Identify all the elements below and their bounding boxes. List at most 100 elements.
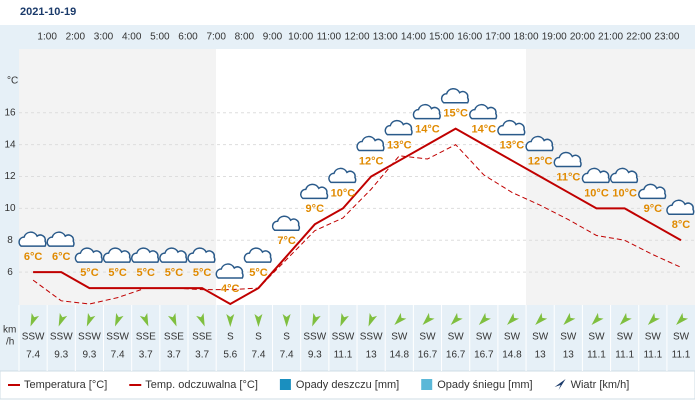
wind-arrow <box>58 312 68 327</box>
legend-label: Temperatura [°C] <box>24 379 107 391</box>
weather-icon <box>102 247 132 263</box>
wind-arrow-shape <box>196 312 205 327</box>
weather-icon <box>412 103 441 120</box>
y-tick-label: 16 <box>4 107 16 118</box>
x-tick-label: 15:00 <box>429 32 454 43</box>
x-tick-label: 18:00 <box>514 32 539 43</box>
temp-label: 13°C <box>387 139 412 151</box>
temp-label: 6°C <box>24 251 43 263</box>
wind-arrow <box>591 312 604 325</box>
wind-speed: 11.1 <box>334 350 353 361</box>
temp-label: 14°C <box>472 124 497 136</box>
temp-label: 5°C <box>249 267 268 279</box>
wind-arrow-shape <box>647 312 660 325</box>
x-tick-label: 21:00 <box>598 32 623 43</box>
wind-speed: 14.8 <box>502 350 522 361</box>
cloud <box>131 247 160 263</box>
temp-label: 10°C <box>612 187 637 199</box>
legend-label: Temp. odczuwalna [°C] <box>145 379 258 391</box>
wind-direction: SSW <box>50 332 73 343</box>
temp-label: 9°C <box>306 203 325 215</box>
wind-direction: SSE <box>192 332 212 343</box>
wind-arrow <box>167 312 177 327</box>
temp-label: 5°C <box>165 267 184 279</box>
wind-direction: SW <box>419 332 436 343</box>
wind-speed: 5.6 <box>223 350 237 361</box>
y-tick-label: 10 <box>4 203 16 214</box>
wind-arrow <box>422 312 435 325</box>
x-tick-label: 20:00 <box>570 32 595 43</box>
cloud <box>384 119 413 136</box>
temp-label: 5°C <box>80 267 99 279</box>
cloud <box>497 119 526 136</box>
cloud <box>581 167 610 184</box>
wind-arrow <box>450 312 463 325</box>
x-tick-label: 9:00 <box>263 32 283 43</box>
cloud <box>215 263 244 279</box>
y-tick-label: 8 <box>7 235 13 246</box>
wind-arrow-shape <box>450 312 463 325</box>
cloud <box>356 135 385 152</box>
wind-arrow <box>196 312 205 327</box>
wind-arrow-shape <box>340 312 349 327</box>
cloud <box>440 88 470 104</box>
wind-direction: SSW <box>22 332 45 343</box>
temp-label: 12°C <box>359 155 384 167</box>
wind-speed: 3.7 <box>167 350 181 361</box>
wind-arrow <box>139 312 149 327</box>
wind-speed: 13 <box>366 350 378 361</box>
chart-title: 2021-10-19 <box>20 6 76 18</box>
wind-speed: 14.8 <box>390 350 410 361</box>
temp-label: 5°C <box>108 267 127 279</box>
wind-arrow-shape <box>591 312 604 325</box>
cloud <box>609 167 639 184</box>
weather-icon <box>215 263 244 279</box>
wind-arrow-shape <box>676 312 689 325</box>
weather-icon <box>271 215 301 231</box>
wind-arrow-shape <box>368 312 378 327</box>
wind-arrow <box>394 312 407 325</box>
wind-speed: 7.4 <box>280 350 294 361</box>
wind-direction: S <box>283 332 290 343</box>
wind-arrow-shape <box>226 314 235 327</box>
wind-arrow <box>368 312 378 327</box>
temp-label: 5°C <box>137 267 156 279</box>
weather-icon <box>243 247 272 263</box>
x-tick-label: 16:00 <box>457 32 482 43</box>
cloud <box>187 247 216 263</box>
wind-unit: /h <box>6 337 14 348</box>
legend-label: Opady śniegu [mm] <box>437 379 532 391</box>
weather-icon <box>609 167 639 184</box>
x-tick-label: 5:00 <box>150 32 170 43</box>
wind-direction: SW <box>560 332 577 343</box>
temp-label: 8°C <box>672 219 691 231</box>
wind-speed: 3.7 <box>195 350 209 361</box>
x-tick-label: 22:00 <box>626 32 651 43</box>
weather-icon <box>159 247 188 263</box>
wind-speed: 16.7 <box>474 350 494 361</box>
y-tick-label: 6 <box>7 267 13 278</box>
legend-swatch <box>279 379 291 390</box>
temp-label: 9°C <box>644 203 663 215</box>
wind-speed: 7.4 <box>111 350 125 361</box>
cloud <box>525 135 554 152</box>
wind-arrow-shape <box>422 312 435 325</box>
wind-direction: S <box>255 332 262 343</box>
series-line <box>33 127 682 306</box>
wind-direction: SW <box>504 332 521 343</box>
wind-speed: 7.4 <box>251 350 265 361</box>
wind-arrow-shape <box>254 314 263 327</box>
wind-arrow-shape <box>312 312 321 327</box>
wind-direction: SW <box>588 332 605 343</box>
x-tick-label: 14:00 <box>401 32 426 43</box>
x-tick-label: 7:00 <box>206 32 226 43</box>
wind-arrow <box>619 312 632 325</box>
temp-label: 12°C <box>528 155 553 167</box>
weather-icon <box>666 199 695 215</box>
wind-speed: 13 <box>563 350 575 361</box>
y-tick-label: 12 <box>4 171 16 182</box>
wind-arrow <box>226 314 235 327</box>
wind-direction: SSW <box>106 332 129 343</box>
wind-arrow-shape <box>167 312 177 327</box>
